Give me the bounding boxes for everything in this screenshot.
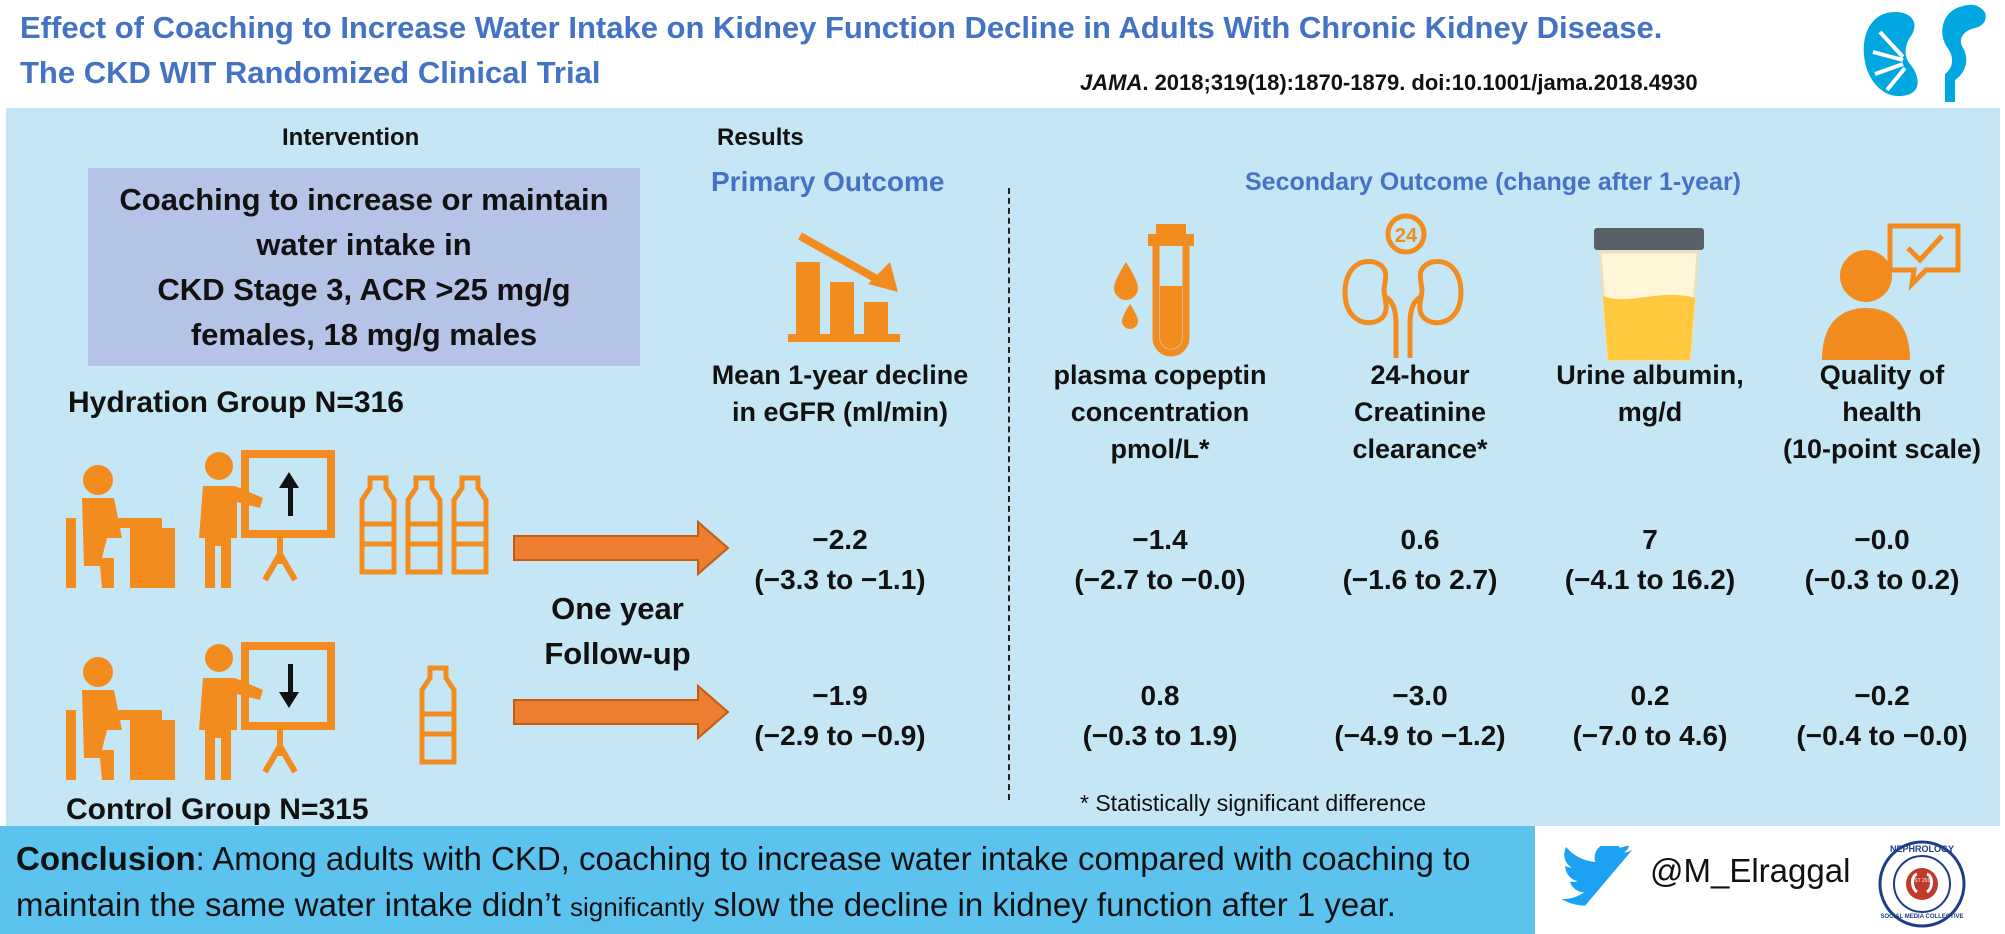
divider-line xyxy=(1008,188,1010,800)
kidneys-24h-icon: 24 xyxy=(1342,213,1464,358)
three-water-bottles-icon xyxy=(359,475,489,575)
logo-text-bottom: SOCIAL MEDIA COLLECTIVE xyxy=(1880,914,1964,920)
citation-ref: . 2018;319(18):1870-1879. doi:10.1001/ja… xyxy=(1142,70,1698,95)
teacher-board-up-icon xyxy=(199,450,335,588)
hydration-ci-quality: (−0.3 to 0.2) xyxy=(1804,564,1960,595)
intervention-header: Intervention xyxy=(282,124,420,151)
conclusion-emphasis: significantly xyxy=(569,892,705,922)
hydration-value-creatinine: 0.6 xyxy=(1400,524,1440,555)
declining-bar-chart-icon xyxy=(788,232,900,342)
citation-journal: JAMA xyxy=(1080,70,1143,95)
outcome-label-creatinine: 24-hour Creatinine clearance* xyxy=(1352,360,1488,464)
hydration-value-egfr: −2.2 xyxy=(812,524,868,555)
control-group-label: Control Group N=315 xyxy=(66,793,369,826)
logo-est: EST 2015 xyxy=(1910,878,1934,884)
control-ci-creatinine: (−4.9 to −1.2) xyxy=(1334,720,1506,751)
title-line-2: The CKD WIT Randomized Clinical Trial xyxy=(20,55,601,90)
control-value-copeptin: 0.8 xyxy=(1140,680,1180,711)
hydration-value-albumin: 7 xyxy=(1642,524,1658,555)
title-line-1: Effect of Coaching to Increase Water Int… xyxy=(20,10,1663,45)
results-header: Results xyxy=(717,124,804,151)
hydration-ci-copeptin: (−2.7 to −0.0) xyxy=(1074,564,1246,595)
outcome-label-albumin: Urine albumin, mg/d xyxy=(1556,360,1744,427)
conclusion-part-2: slow the decline in kidney function afte… xyxy=(704,886,1396,923)
conclusion-text: Conclusion: Among adults with CKD, coach… xyxy=(16,836,1526,930)
logo-text-top: NEPHROLOGY xyxy=(1889,844,1954,854)
control-value-creatinine: −3.0 xyxy=(1392,680,1448,711)
control-value-quality: −0.2 xyxy=(1854,680,1910,711)
footnote: * Statistically significant difference xyxy=(1080,790,1427,816)
control-arrow-icon xyxy=(513,683,730,741)
control-ci-albumin: (−7.0 to 4.6) xyxy=(1572,720,1728,751)
svg-text:24: 24 xyxy=(1395,225,1418,247)
hydration-value-quality: −0.0 xyxy=(1854,524,1910,555)
urine-cup-icon xyxy=(1594,228,1704,362)
control-value-albumin: 0.2 xyxy=(1630,680,1670,711)
outcome-label-egfr: Mean 1-year decline in eGFR (ml/min) xyxy=(711,360,969,427)
twitter-bird-icon[interactable] xyxy=(1562,846,1632,906)
blood-test-tube-icon xyxy=(1114,224,1194,357)
student-at-desk-icon xyxy=(66,465,175,588)
twitter-handle[interactable]: @M_Elraggal xyxy=(1650,852,1851,889)
nephrology-collective-logo-icon xyxy=(1878,840,1966,928)
control-ci-quality: (−0.4 to −0.0) xyxy=(1796,720,1968,751)
followup-label: One year Follow-up xyxy=(544,591,691,671)
conclusion-bar xyxy=(0,826,1535,934)
citation: JAMA. 2018;319(18):1870-1879. doi:10.100… xyxy=(1080,70,1698,96)
conclusion-lead: Conclusion xyxy=(16,840,196,877)
kidney-logo-icon xyxy=(1863,4,1986,102)
hydration-ci-creatinine: (−1.6 to 2.7) xyxy=(1342,564,1498,595)
hydration-ci-egfr: (−3.3 to −1.1) xyxy=(754,564,926,595)
control-ci-egfr: (−2.9 to −0.9) xyxy=(754,720,926,751)
teacher-board-down-icon xyxy=(199,642,335,780)
student-at-desk-icon-control xyxy=(66,657,175,780)
single-water-bottle-icon xyxy=(419,665,457,765)
hydration-arrow-icon xyxy=(513,519,730,577)
person-quality-icon xyxy=(1822,223,1961,360)
outcome-label-copeptin: plasma copeptin concentration pmol/L* xyxy=(1053,360,1267,464)
primary-outcome-header: Primary Outcome xyxy=(711,166,945,197)
hydration-value-copeptin: −1.4 xyxy=(1132,524,1188,555)
hydration-group-label: Hydration Group N=316 xyxy=(68,386,404,419)
outcome-label-quality: Quality of health (10-point scale) xyxy=(1782,360,1982,464)
control-ci-copeptin: (−0.3 to 1.9) xyxy=(1082,720,1238,751)
secondary-outcome-header: Secondary Outcome (change after 1-year) xyxy=(1245,168,1741,196)
conclusion-part-1: : Among adults with CKD, coaching to inc… xyxy=(16,840,1471,923)
intervention-box: Coaching to increase or maintain water i… xyxy=(88,168,640,366)
intervention-box-text: Coaching to increase or maintain water i… xyxy=(119,182,609,352)
hydration-ci-albumin: (−4.1 to 16.2) xyxy=(1564,564,1736,595)
control-value-egfr: −1.9 xyxy=(812,680,868,711)
